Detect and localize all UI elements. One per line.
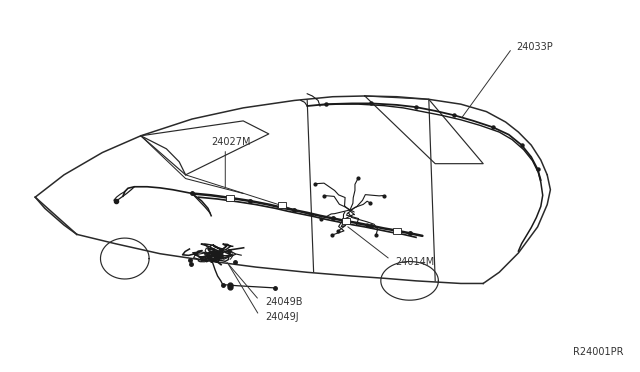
- Bar: [278, 202, 285, 208]
- Text: 24049J: 24049J: [266, 312, 300, 322]
- Bar: [227, 195, 234, 201]
- Text: R24001PR: R24001PR: [573, 347, 624, 356]
- Text: 24033P: 24033P: [516, 42, 553, 51]
- Text: 24049B: 24049B: [266, 297, 303, 307]
- Bar: [342, 218, 349, 224]
- Text: 24014M: 24014M: [396, 257, 435, 267]
- Bar: [393, 228, 401, 234]
- Text: 24027M: 24027M: [211, 137, 251, 147]
